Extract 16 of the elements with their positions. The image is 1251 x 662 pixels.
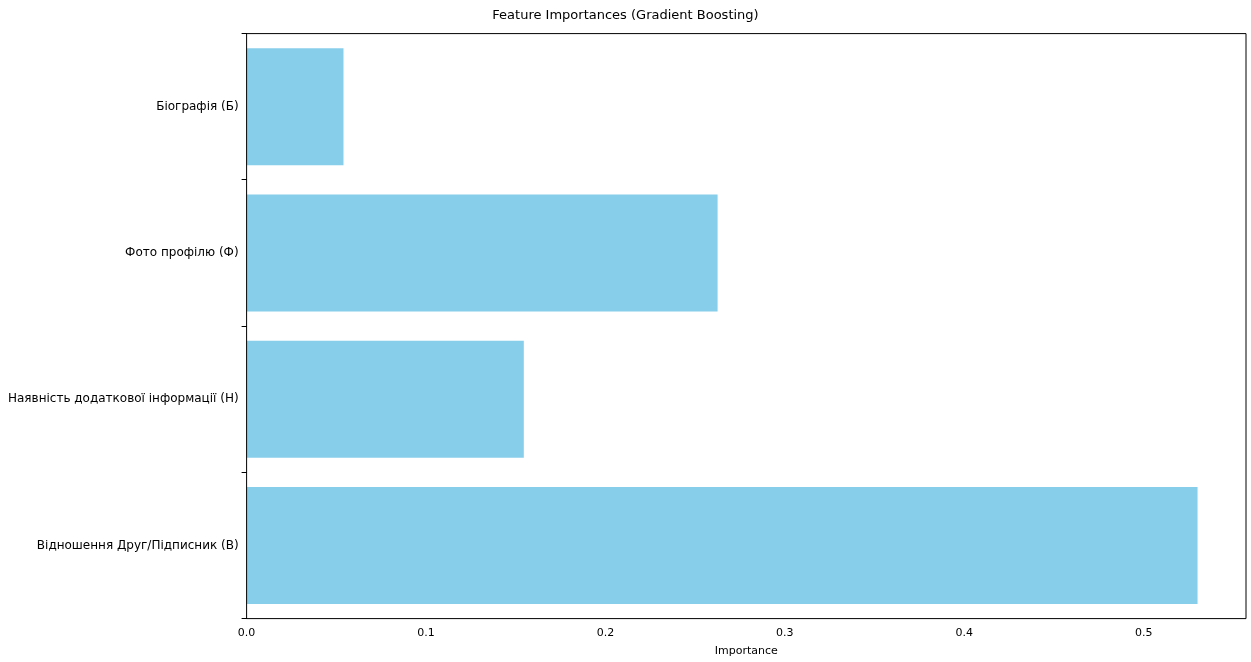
x-tick-label: 0.4 [955,626,974,640]
x-tick-label: 0.0 [237,626,256,640]
y-tick-label: Фото профілю (Ф) [125,245,239,260]
bar [246,48,344,166]
y-tick-label: Наявність додаткової інформації (Н) [7,391,239,406]
x-tick-label: 0.1 [417,626,435,640]
chart-title: Feature Importances (Gradient Boosting) [492,7,759,23]
x-tick-label: 0.5 [1134,626,1153,640]
y-tick-label: Біографія (Б) [156,98,239,113]
x-axis-title: Importance [714,644,779,658]
bar [246,194,718,312]
bar [246,486,1198,604]
x-tick-label: 0.2 [596,626,615,640]
x-tick-label: 0.3 [776,626,794,640]
y-tick-label: Відношення Друг/Підписник (В) [36,537,239,552]
bar [246,340,524,458]
